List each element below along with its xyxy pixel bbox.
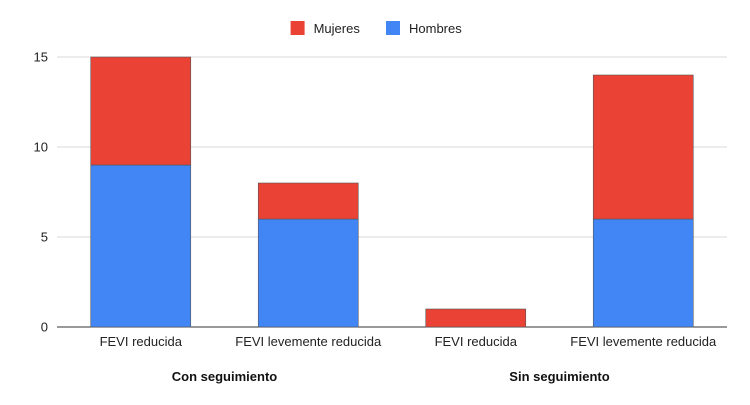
bar-segment-hombres [257,218,359,328]
bar-segment-mujeres [592,74,694,220]
bar-segment-hombres [90,164,192,328]
x-axis-labels: FEVI reducida FEVI levemente reducida FEVI… [100,334,717,349]
group-label: Sin seguimiento [509,369,609,384]
x-tick-label: FEVI reducida [100,334,183,349]
bars [90,56,694,328]
bar-segment-mujeres [90,56,192,166]
bar-segment-mujeres [257,182,359,220]
y-tick-label: 0 [41,320,48,335]
bar-segment-mujeres [425,308,527,328]
x-tick-label: FEVI reducida [435,334,518,349]
legend-label-hombres: Hombres [409,21,462,36]
legend-swatch-hombres [386,21,400,35]
y-tick-label: 15 [34,50,48,65]
y-tick-label: 10 [34,140,48,155]
group-labels: Con seguimiento Sin seguimiento [172,369,610,384]
x-tick-label: FEVI levemente reducida [235,334,382,349]
bar-segment-hombres [592,218,694,328]
group-label: Con seguimiento [172,369,278,384]
x-tick-label: FEVI levemente reducida [570,334,717,349]
legend-label-mujeres: Mujeres [314,21,361,36]
y-tick-label: 5 [41,230,48,245]
legend: Mujeres Hombres [290,21,462,36]
legend-swatch-mujeres [290,21,305,35]
